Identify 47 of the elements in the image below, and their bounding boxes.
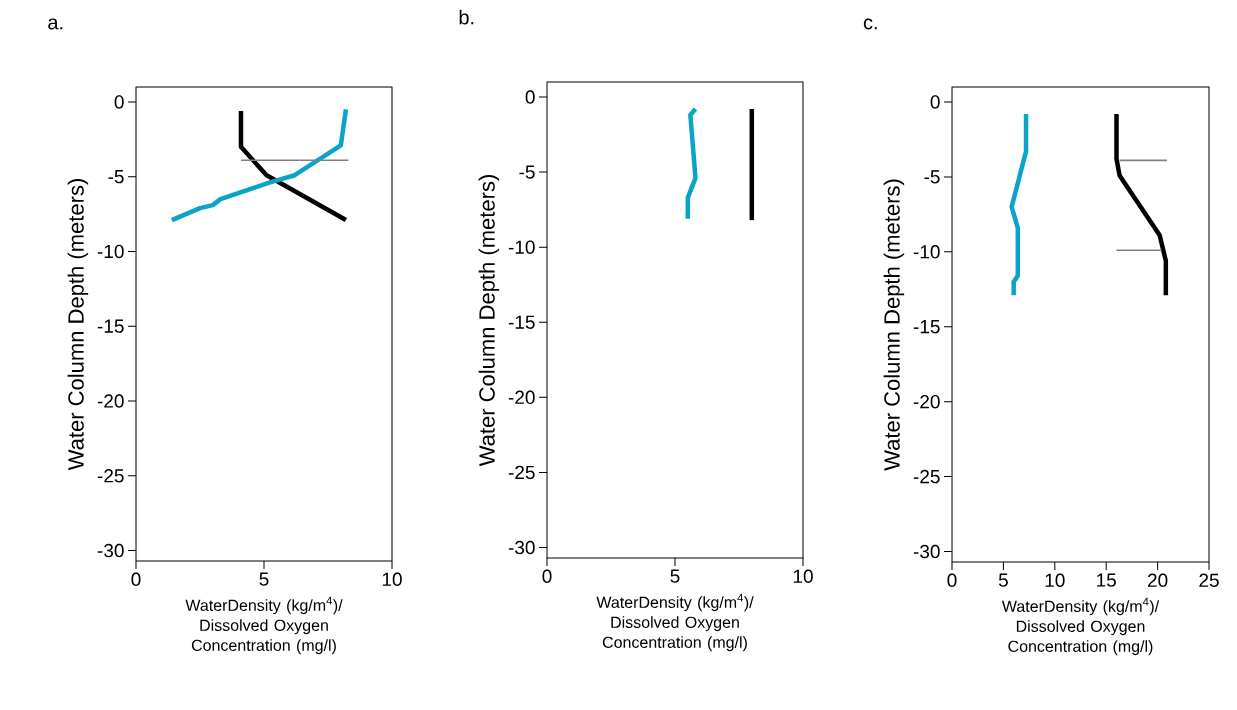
y-tick-label: -10 — [913, 245, 940, 259]
x-axis-title: WaterDensity (kg/m$^{4}$)/ Dissolved Oxygen Concentration (mg/l) — [1001, 597, 1160, 656]
y-tick-label: -30 — [97, 543, 124, 558]
y-tick-label: -25 — [508, 465, 535, 480]
y-tick-label: -15 — [97, 319, 124, 333]
chart-title: a. — [48, 18, 63, 30]
y-tick-label: 0 — [525, 90, 535, 104]
y-tick-label: -30 — [508, 540, 535, 555]
line-series — [685, 106, 698, 221]
y-tick-label: 0 — [930, 95, 940, 109]
x-tick-label: 20 — [1148, 573, 1168, 587]
y-tick-label: -5 — [108, 170, 124, 184]
x-tick-label: 5 — [998, 573, 1008, 587]
y-tick-label: -15 — [913, 320, 940, 334]
x-tick-label: 0 — [542, 569, 552, 583]
line-series — [169, 107, 349, 223]
y-tick-label: -20 — [913, 394, 940, 409]
y-tick-label: -25 — [913, 469, 940, 484]
line-series — [238, 108, 349, 223]
chart-title: c. — [863, 18, 877, 30]
y-tick-label: -20 — [508, 390, 535, 405]
x-tick-label: 10 — [1045, 573, 1065, 587]
y-tick-label: -5 — [924, 170, 940, 184]
line-series — [1114, 111, 1169, 298]
x-tick-label: 5 — [259, 572, 269, 586]
x-axis-title: WaterDensity (kg/m$^{4}$)/ Dissolved Oxygen Concentration (mg/l) — [596, 593, 754, 652]
x-tick-label: 10 — [793, 569, 813, 583]
x-tick-label: 0 — [131, 572, 141, 586]
y-tick-label: -25 — [97, 469, 124, 483]
y-tick-label: -30 — [913, 544, 940, 559]
x-tick-label: 25 — [1199, 573, 1219, 587]
y-tick-label: -10 — [508, 240, 535, 254]
x-tick-label: 10 — [382, 572, 402, 586]
x-tick-label: 5 — [670, 569, 680, 583]
y-tick-label: -15 — [508, 315, 535, 329]
y-axis-title: Water Column Depth (meters) — [67, 179, 89, 471]
x-tick-label: 0 — [947, 573, 957, 587]
y-tick-label: 0 — [114, 95, 124, 109]
y-tick-label: -5 — [519, 165, 535, 179]
y-axis-title: Water Column Depth (meters) — [478, 175, 500, 467]
chart-title: b. — [459, 9, 474, 25]
y-axis-title: Water Column Depth (meters) — [883, 179, 905, 471]
x-axis-title: WaterDensity (kg/m$^{4}$)/ Dissolved Oxygen Concentration (mg/l) — [185, 596, 343, 655]
y-tick-label: -20 — [97, 394, 124, 408]
x-tick-label: 15 — [1097, 573, 1116, 587]
y-tick-label: -10 — [97, 244, 124, 259]
line-series — [1009, 111, 1029, 298]
